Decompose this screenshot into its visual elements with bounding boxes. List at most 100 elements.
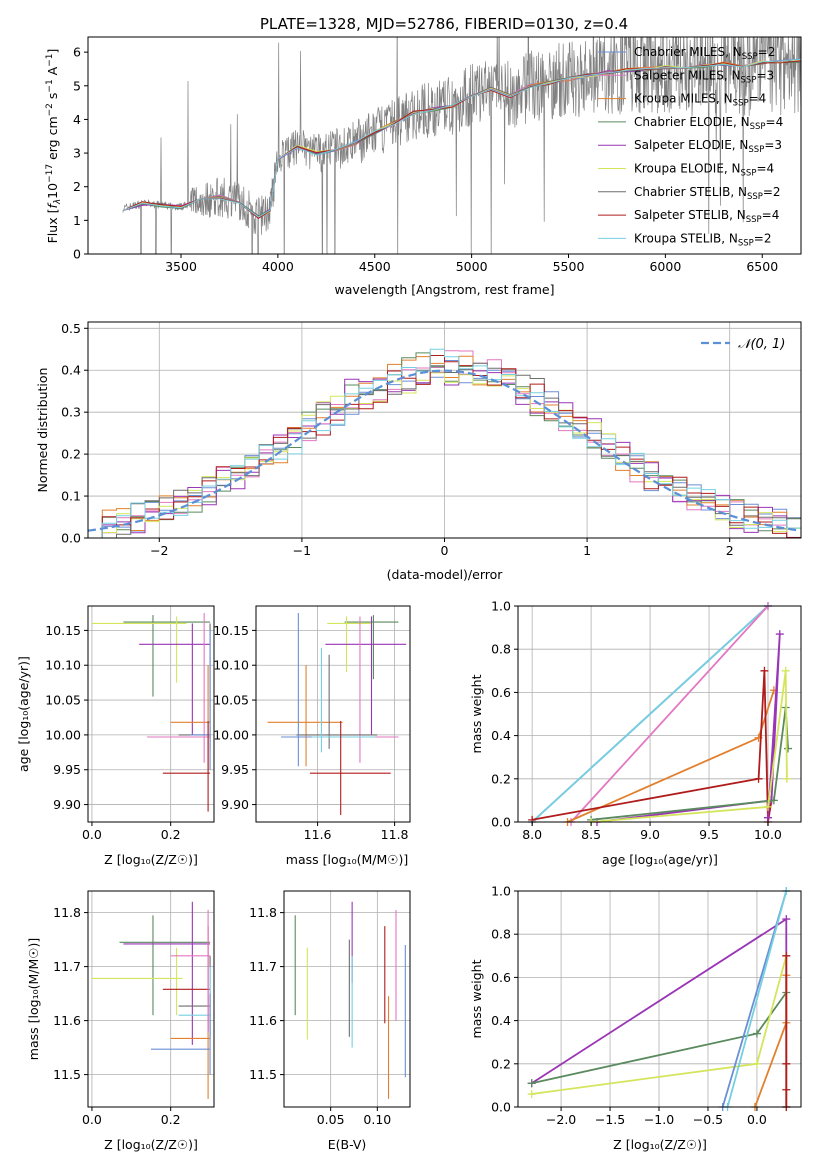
x-axis-label: Z [log₁₀(Z/Z☉)] [613, 1137, 707, 1152]
x-tick-label: 3500 [165, 259, 197, 274]
axes-frame [255, 605, 411, 823]
x-axis-label: age [log₁₀(age/yr)] [602, 852, 718, 867]
weight-line [531, 605, 769, 823]
y-tick-label: 0.5 [61, 321, 81, 336]
weight-lines [527, 887, 791, 1111]
weight-marker [752, 1059, 761, 1068]
y-tick-label: 0.6 [491, 970, 511, 985]
errorbar-salpeter_stelib [309, 720, 391, 816]
weight-marker [527, 1090, 536, 1099]
weight-marker [784, 744, 793, 753]
weight-marker [782, 1059, 791, 1068]
x-tick-label: 0.2 [161, 827, 181, 842]
legend-item-chabrier_miles: Chabrier MILES, NSSP=2 [598, 45, 775, 62]
errorbars [267, 612, 407, 816]
y-axis-label: mass weight [469, 959, 484, 1038]
x-axis-label: E(B-V) [328, 1137, 367, 1152]
plot-area-mass_vs_EBV [294, 901, 406, 1099]
y-tick-label: 11.7 [53, 959, 81, 974]
plot-area-mass_weight_vs_age [528, 602, 793, 826]
x-tick-label: 4000 [262, 259, 294, 274]
weight-marker [527, 1079, 536, 1088]
x-tick-label: 6500 [746, 259, 778, 274]
y-tick-label: 9.95 [53, 762, 81, 777]
x-tick-label: −2 [150, 543, 168, 558]
y-axis-label: age [log₁₀(age/yr)] [16, 656, 31, 772]
errorbar-kroupa_stelib [311, 647, 376, 753]
y-tick-label: 0.2 [491, 1056, 511, 1071]
frame-mass_weight_vs_Z: −2.0 −1.5 −1.0 −0.5 0.0 0.0 0.2 0.4 0.6 0.8 1.0 Z [… [469, 884, 802, 1152]
y-tick-label: 0.8 [491, 642, 511, 657]
x-tick-label: −2.0 [546, 1112, 576, 1127]
y-tick-label: 2 [73, 179, 81, 194]
weight-line [531, 670, 773, 823]
y-tick-label: 0.4 [491, 1013, 511, 1028]
hist-salpeter_stelib [88, 355, 801, 538]
x-tick-label: 8.5 [581, 827, 601, 842]
frame-age_vs_mass: 11.6 11.8 9.90 9.95 10.00 10.05 10.10 10.15 mass… [213, 605, 411, 867]
legend-label: Chabrier STELIB, NSSP=2 [634, 185, 781, 202]
plot-area-age_vs_Z [91, 612, 211, 812]
y-axis-label: Flux [fλ10−17 erg cm−2 s−1 A−1] [45, 49, 63, 244]
errorbars [91, 901, 211, 1099]
x-tick-label: 0.0 [82, 1112, 102, 1127]
weight-line [596, 634, 781, 823]
weight-marker [782, 951, 791, 960]
errorbar-kroupa_elodie [91, 947, 183, 1016]
x-tick-label: −1.5 [595, 1112, 625, 1127]
y-axis-label: mass weight [469, 674, 484, 753]
x-tick-label: 0.05 [317, 1112, 345, 1127]
panel-mass_vs_Z: 0.0 0.2 11.5 11.6 11.7 11.8 Z [log₁₀(Z/Z☉)] mas… [26, 890, 215, 1152]
errorbar-kroupa_elodie [91, 616, 187, 683]
legend-item-kroupa_elodie: Kroupa ELODIE, NSSP=4 [598, 162, 774, 179]
x-tick-label: 4500 [359, 259, 391, 274]
x-tick-label: −1 [293, 543, 311, 558]
y-tick-label: 0.0 [491, 815, 511, 830]
y-axis-label: Normed distribution [35, 368, 50, 493]
spectrum-traces [122, 37, 801, 254]
figure-title: PLATE=1328, MJD=52786, FIBERID=0130, z=0… [260, 15, 628, 33]
y-tick-label: 10.10 [213, 658, 249, 673]
weight-marker [760, 666, 769, 675]
axes-frame [283, 890, 411, 1108]
errorbars [91, 612, 211, 812]
series-salpeter_elodie [593, 630, 784, 826]
y-tick-label: 1 [73, 213, 81, 228]
x-tick-label: 0.2 [161, 1112, 181, 1127]
y-tick-label: 11.6 [249, 1013, 277, 1028]
axes-frame [87, 36, 802, 255]
model-kroupa_stelib [122, 58, 801, 218]
errorbar-kroupa_miles [267, 665, 343, 767]
x-tick-label: 0 [441, 543, 449, 558]
series-salpeter_stelib [782, 951, 791, 1111]
weight-marker [781, 666, 790, 675]
y-tick-label: 6 [73, 45, 81, 60]
weight-marker [769, 796, 778, 805]
panel-mass_vs_EBV: 0.05 0.10 11.5 11.6 11.7 11.8 E(B-V) [249, 890, 411, 1152]
x-tick-label: 8.0 [522, 827, 542, 842]
y-tick-label: 0.4 [491, 728, 511, 743]
legend-label: Kroupa STELIB, NSSP=2 [634, 231, 772, 248]
errorbar-salpeter_miles [170, 909, 211, 1032]
frame-residuals: −2 −1 0 1 2 0.0 0.1 0.2 0.3 0.4 0.5 𝒩(0, 1) (data-mo… [35, 321, 802, 582]
y-tick-label: 10.10 [45, 658, 81, 673]
panel-age_vs_mass: 11.6 11.8 9.90 9.95 10.00 10.05 10.10 10.15 mass… [213, 605, 411, 867]
legend-label: Salpeter ELODIE, NSSP=3 [634, 138, 782, 155]
legend-item-salpeter_elodie: Salpeter ELODIE, NSSP=3 [598, 138, 782, 155]
errorbar-chabrier_miles [190, 630, 211, 770]
legend-item-kroupa_stelib: Kroupa STELIB, NSSP=2 [598, 231, 772, 248]
errorbars [294, 901, 406, 1099]
axes-frame [87, 890, 215, 1108]
x-axis-label: Z [log₁₀(Z/Z☉)] [104, 1137, 198, 1152]
errorbar-salpeter_elodie [123, 901, 211, 1045]
panel-mass_weight_vs_age: 8.0 8.5 9.0 9.5 10.0 0.0 0.2 0.4 0.6 0.8 1.0 age [l… [469, 599, 802, 867]
y-tick-label: 10.00 [45, 727, 81, 742]
panel-age_vs_Z: 0.0 0.2 9.90 9.95 10.00 10.05 10.10 10.15 Z [log… [16, 605, 215, 867]
y-tick-label: 11.5 [53, 1067, 81, 1082]
errorbar-kroupa_stelib [178, 966, 211, 1043]
errorbar-chabrier_miles [281, 612, 368, 767]
weight-line [567, 689, 775, 823]
panel-residuals: −2 −1 0 1 2 0.0 0.1 0.2 0.3 0.4 0.5 𝒩(0, 1) (data-mo… [35, 321, 802, 582]
series-kroupa_miles [563, 686, 778, 826]
axes-frame [517, 890, 802, 1108]
